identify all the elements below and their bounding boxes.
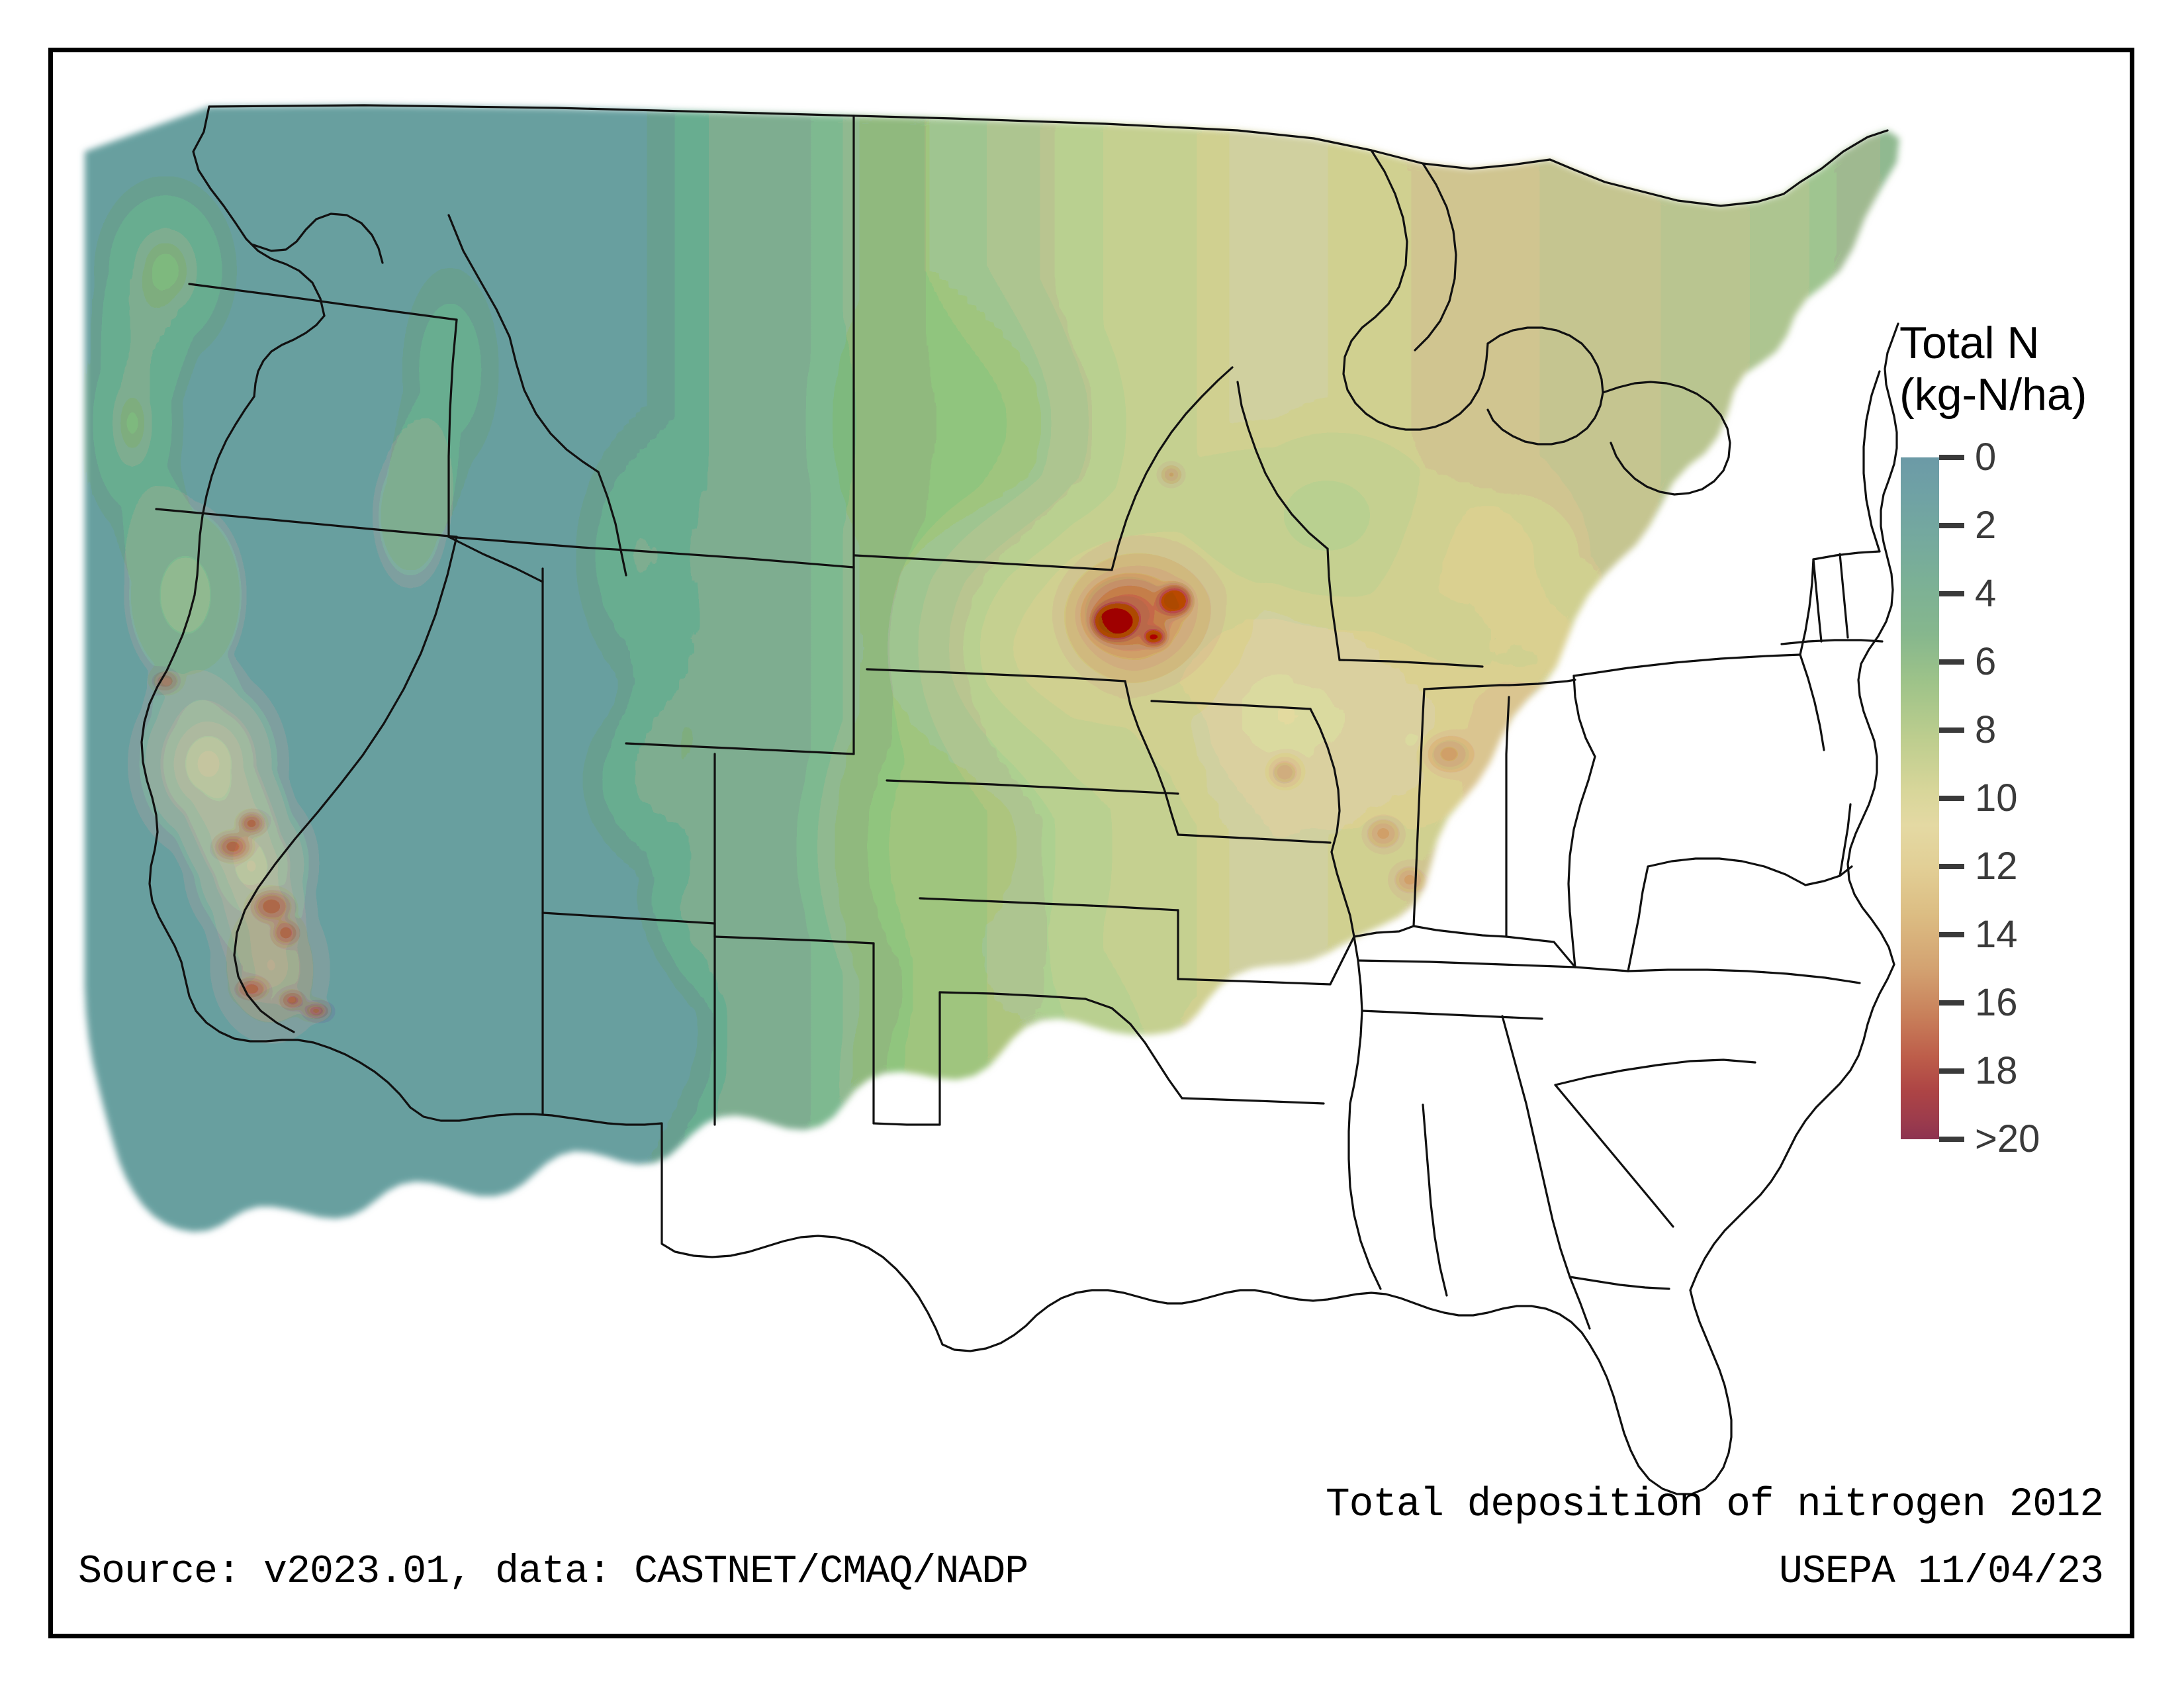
colorbar-tick (1939, 932, 1964, 937)
map-svg (53, 52, 1906, 1548)
colorbar-gradient (1901, 457, 1939, 1139)
colorbar-legend: Total N (kg-N/ha) 0 2 4 6 8 10 12 14 16 18 >20 (1850, 317, 2128, 1575)
source-caption: Source: v2023.01, data: CASTNET/CMAQ/NAD… (78, 1550, 1028, 1595)
legend-title-line1: Total N (1899, 318, 2040, 368)
colorbar-tick (1939, 523, 1964, 528)
colorbar-tick-label: 16 (1975, 981, 2018, 1024)
colorbar-tick (1939, 727, 1964, 733)
colorbar-tick-label: 4 (1975, 572, 1997, 615)
colorbar-tick-label: 12 (1975, 845, 2018, 888)
colorbar-tick-label: 14 (1975, 913, 2018, 956)
legend-title: Total N (kg-N/ha) (1899, 317, 2124, 420)
credit-caption: USEPA 11/04/23 (1778, 1550, 2104, 1595)
legend-title-line2: (kg-N/ha) (1899, 369, 2087, 420)
colorbar-tick (1939, 864, 1964, 869)
colorbar-tick-label: 2 (1975, 504, 1997, 547)
colorbar-tick-label: >20 (1975, 1117, 2040, 1160)
colorbar-tick-label: 18 (1975, 1049, 2018, 1092)
colorbar-tick-label: 10 (1975, 776, 2018, 820)
colorbar-tick (1939, 796, 1964, 801)
colorbar-tick (1939, 1000, 1964, 1006)
colorbar-tick (1939, 1068, 1964, 1074)
colorbar-tick (1939, 591, 1964, 596)
map-caption: Total deposition of nitrogen 2012 (1326, 1482, 2104, 1528)
colorbar-tick-label: 6 (1975, 640, 1997, 683)
map-boundaries (140, 104, 1899, 1495)
colorbar-tick-label: 0 (1975, 436, 1997, 479)
colorbar-tick-label: 8 (1975, 708, 1997, 751)
colorbar-tick (1939, 1137, 1964, 1142)
colorbar-tick (1939, 455, 1964, 460)
deposition-map (53, 52, 1906, 1548)
colorbar-tick (1939, 659, 1964, 665)
figure-frame: Total N (kg-N/ha) 0 2 4 6 8 10 12 14 16 18 >20 Tot… (48, 48, 2134, 1638)
colorbar-wrap: 0 2 4 6 8 10 12 14 16 18 >20 (1901, 438, 2126, 1158)
